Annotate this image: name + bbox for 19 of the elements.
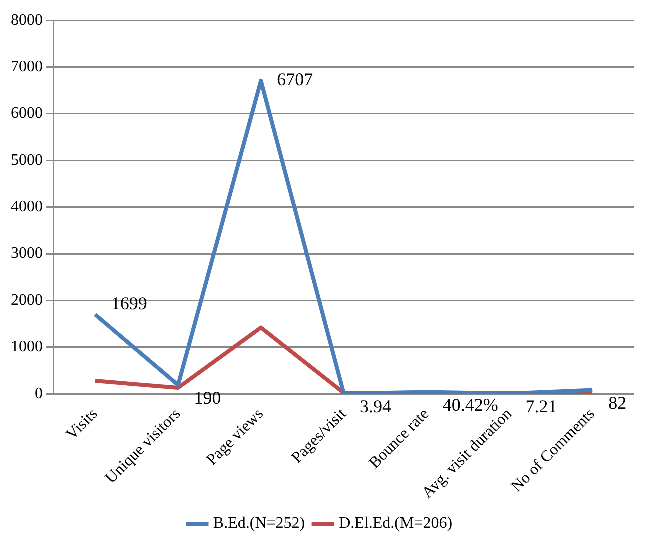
y-tick-label: 8000 [11, 12, 43, 29]
data-label: 190 [194, 388, 222, 408]
data-label: 1699 [111, 294, 148, 314]
legend-label: B.Ed.(N=252) [213, 515, 306, 532]
y-tick-label: 5000 [11, 152, 43, 169]
data-label: 3.94 [360, 396, 392, 417]
data-label: 7.21 [526, 396, 558, 416]
legend-label: D.El.Ed.(M=206) [339, 515, 453, 532]
data-label: 40.42% [442, 394, 498, 415]
data-label: 82 [608, 393, 627, 414]
y-tick-label: 2000 [11, 292, 43, 309]
y-tick-label: 4000 [11, 198, 43, 216]
data-label: 6707 [277, 70, 314, 90]
y-tick-label: 3000 [11, 245, 43, 262]
y-tick-label: 6000 [11, 105, 43, 122]
x-tick-label: Visits [63, 406, 102, 444]
y-tick-label: 7000 [11, 58, 43, 76]
y-tick-label: 1000 [11, 338, 43, 356]
y-tick-label: 0 [35, 385, 43, 402]
